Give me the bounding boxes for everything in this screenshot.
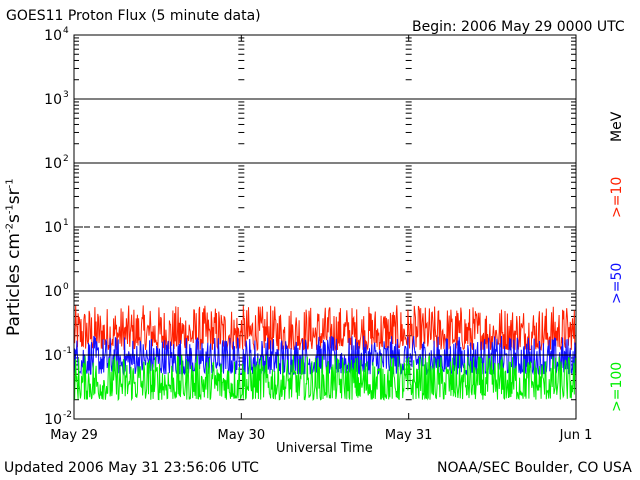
x-tick-label: Jun 1 [559,428,593,443]
y-tick-label: 10 [44,348,62,364]
x-axis-label: Universal Time [276,441,373,456]
y-tick-exponent: 1 [63,218,69,228]
chart-title: GOES11 Proton Flux (5 minute data) [6,8,261,24]
y-tick-label: 10 [44,412,62,428]
y-tick-label: 10 [44,220,62,236]
unit-label: MeV [609,111,625,142]
series-line [73,335,577,377]
y-axis-label: Particles cm-2s-1sr-1 [4,178,24,336]
begin-time: Begin: 2006 May 29 0000 UTC [412,19,625,35]
y-tick-exponent: 3 [63,90,69,100]
x-tick-label: May 30 [218,428,266,443]
y-axis-label-exp: -2 [4,223,16,234]
legend-10mev: >=10 [609,176,625,218]
updated-time: Updated 2006 May 31 23:56:06 UTC [4,460,259,476]
y-tick-exponent: 4 [63,26,69,36]
y-tick-exponent: -2 [63,410,72,420]
y-tick-label: 10 [44,28,62,44]
y-axis-label-part: Particles cm [4,233,24,336]
y-tick-exponent: 2 [63,154,69,164]
credit: NOAA/SEC Boulder, CO USA [437,460,632,476]
y-axis-label-exp: -1 [4,204,16,215]
y-axis-label-exp: -1 [4,178,16,189]
legend-50mev: >=50 [609,262,625,304]
y-tick-label: 10 [44,92,62,108]
x-tick-label: May 31 [385,428,433,443]
y-axis-label-part: sr [4,188,24,205]
y-tick-label: 10 [44,156,62,172]
x-tick-label: May 29 [50,428,98,443]
series-line [73,354,577,402]
y-tick-label: 10 [44,284,62,300]
y-tick-exponent: -1 [63,346,72,356]
legend-100mev: >=100 [609,361,625,412]
y-axis-label-part: s [4,214,24,224]
y-tick-exponent: 0 [63,282,69,292]
